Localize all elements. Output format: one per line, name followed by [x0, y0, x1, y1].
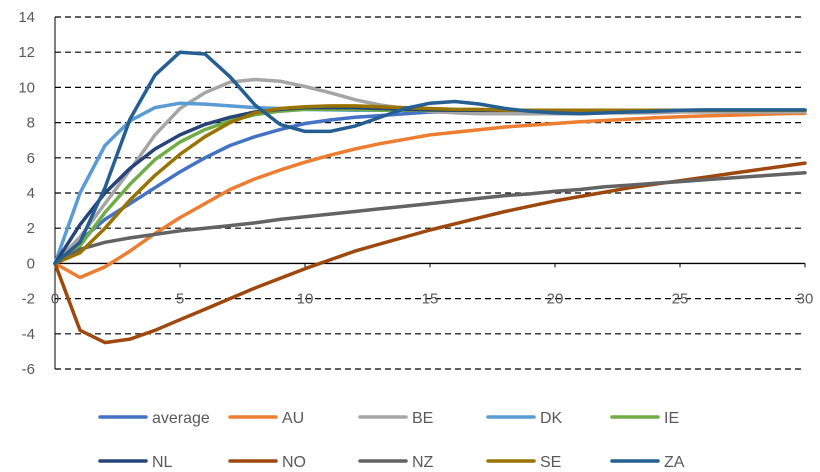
series-line-dk — [53, 101, 807, 266]
series-line-nl — [53, 105, 807, 266]
legend-label-no: NO — [282, 454, 306, 471]
series-line-no — [53, 161, 807, 345]
legend-label-average: average — [152, 410, 210, 427]
x-tick-label-5: 5 — [176, 290, 184, 307]
legend-label-be: BE — [412, 410, 433, 427]
series-line-se — [53, 104, 807, 266]
x-tick-label-20: 20 — [547, 290, 564, 307]
y-tick-label-0: 0 — [27, 255, 35, 272]
y-tick-label-2: 2 — [27, 220, 35, 237]
x-tick-label-30: 30 — [797, 290, 814, 307]
y-tick-label--6: -6 — [22, 361, 35, 378]
tick-layer: -6 -4 -2 0 2 4 6 8 10 12 14 0 5 10 15 20 25 30 — [18, 9, 813, 378]
x-tick-label-0: 0 — [51, 290, 59, 307]
legend-label-ie: IE — [664, 410, 679, 427]
y-tick-label--4: -4 — [22, 326, 35, 343]
y-tick-label-10: 10 — [18, 79, 35, 96]
series-layer — [53, 50, 807, 345]
legend-label-za: ZA — [664, 454, 685, 471]
series-line-ie — [53, 107, 807, 266]
legend-label-dk: DK — [540, 410, 563, 427]
y-tick-label-12: 12 — [18, 44, 35, 61]
y-tick-label-4: 4 — [27, 185, 35, 202]
series-line-za — [53, 50, 807, 266]
series-line-nz — [53, 171, 807, 266]
legend: average AU BE DK IE NL NO NZ SE ZA — [98, 410, 685, 471]
series-line-au — [53, 111, 807, 280]
grid-layer — [55, 16, 805, 370]
y-tick-label--2: -2 — [22, 291, 35, 308]
legend-label-se: SE — [540, 454, 561, 471]
x-tick-label-15: 15 — [422, 290, 439, 307]
y-tick-label-14: 14 — [18, 9, 35, 26]
y-tick-label-6: 6 — [27, 150, 35, 167]
legend-label-nl: NL — [152, 454, 173, 471]
legend-label-au: AU — [282, 410, 304, 427]
y-tick-label-8: 8 — [27, 115, 35, 132]
x-tick-label-10: 10 — [297, 290, 314, 307]
x-tick-label-25: 25 — [672, 290, 689, 307]
legend-label-nz: NZ — [412, 454, 434, 471]
